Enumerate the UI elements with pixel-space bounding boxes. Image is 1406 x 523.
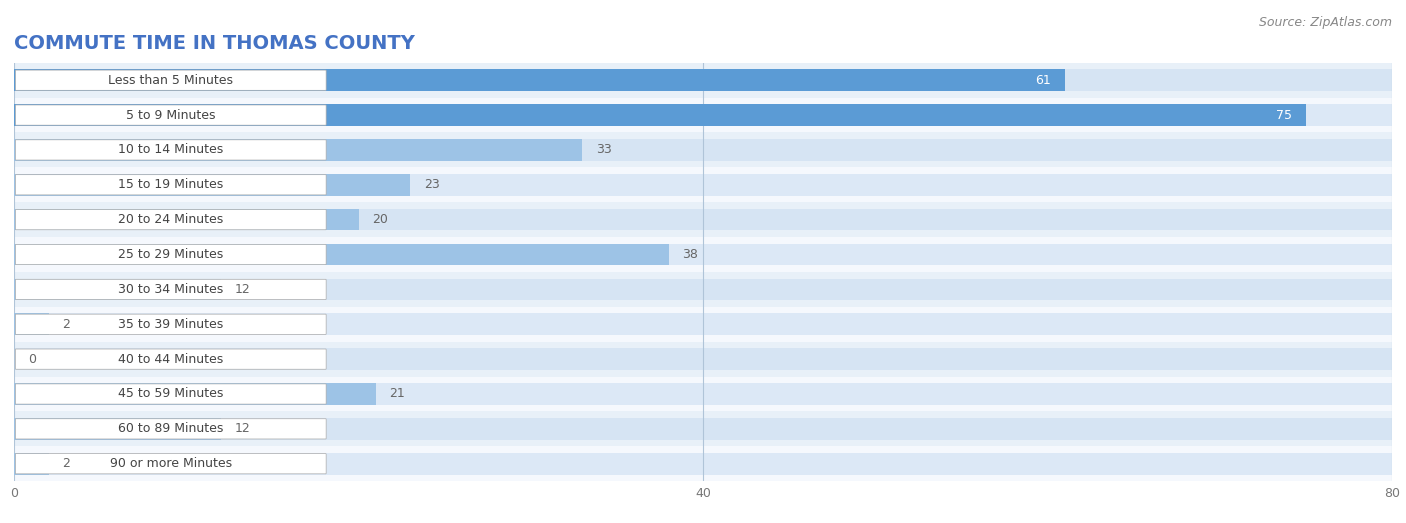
FancyBboxPatch shape xyxy=(15,244,326,265)
Text: 60 to 89 Minutes: 60 to 89 Minutes xyxy=(118,423,224,435)
Text: 33: 33 xyxy=(596,143,612,156)
Text: 40 to 44 Minutes: 40 to 44 Minutes xyxy=(118,353,224,366)
Bar xyxy=(14,453,48,474)
Text: 23: 23 xyxy=(425,178,440,191)
Bar xyxy=(14,453,1392,474)
Bar xyxy=(14,174,1392,196)
Text: 5 to 9 Minutes: 5 to 9 Minutes xyxy=(127,109,215,121)
Bar xyxy=(14,342,1392,377)
Bar xyxy=(14,446,1392,481)
Bar xyxy=(14,244,1392,265)
Text: 61: 61 xyxy=(1035,74,1050,87)
Text: COMMUTE TIME IN THOMAS COUNTY: COMMUTE TIME IN THOMAS COUNTY xyxy=(14,34,415,53)
FancyBboxPatch shape xyxy=(15,349,326,369)
Bar xyxy=(14,70,1064,91)
FancyBboxPatch shape xyxy=(15,453,326,474)
FancyBboxPatch shape xyxy=(15,105,326,125)
Text: 75: 75 xyxy=(1277,109,1292,121)
Text: Less than 5 Minutes: Less than 5 Minutes xyxy=(108,74,233,87)
Bar xyxy=(14,244,669,265)
Text: 2: 2 xyxy=(62,318,70,331)
Bar xyxy=(14,104,1392,126)
Text: 90 or more Minutes: 90 or more Minutes xyxy=(110,457,232,470)
FancyBboxPatch shape xyxy=(15,70,326,90)
Text: 35 to 39 Minutes: 35 to 39 Minutes xyxy=(118,318,224,331)
Bar xyxy=(14,70,1392,91)
FancyBboxPatch shape xyxy=(15,279,326,300)
Text: 30 to 34 Minutes: 30 to 34 Minutes xyxy=(118,283,224,296)
FancyBboxPatch shape xyxy=(15,175,326,195)
Bar xyxy=(14,209,1392,231)
FancyBboxPatch shape xyxy=(15,314,326,334)
Bar xyxy=(14,139,582,161)
Bar xyxy=(14,412,1392,446)
FancyBboxPatch shape xyxy=(15,140,326,160)
Text: 10 to 14 Minutes: 10 to 14 Minutes xyxy=(118,143,224,156)
Bar xyxy=(14,377,1392,412)
Text: 12: 12 xyxy=(235,283,250,296)
Text: 15 to 19 Minutes: 15 to 19 Minutes xyxy=(118,178,224,191)
Text: 21: 21 xyxy=(389,388,405,401)
Bar xyxy=(14,348,1392,370)
Bar xyxy=(14,272,1392,307)
Bar xyxy=(14,313,48,335)
Bar xyxy=(14,383,375,405)
Text: 38: 38 xyxy=(682,248,699,261)
Text: 0: 0 xyxy=(28,353,35,366)
Bar xyxy=(14,307,1392,342)
FancyBboxPatch shape xyxy=(15,210,326,230)
Bar xyxy=(14,279,221,300)
Bar xyxy=(14,174,411,196)
Bar xyxy=(14,104,1306,126)
FancyBboxPatch shape xyxy=(15,384,326,404)
Bar xyxy=(14,202,1392,237)
Text: 20 to 24 Minutes: 20 to 24 Minutes xyxy=(118,213,224,226)
Bar xyxy=(14,167,1392,202)
Bar xyxy=(14,313,1392,335)
Bar xyxy=(14,418,221,440)
Text: 20: 20 xyxy=(373,213,388,226)
Bar xyxy=(14,279,1392,300)
Text: 25 to 29 Minutes: 25 to 29 Minutes xyxy=(118,248,224,261)
FancyBboxPatch shape xyxy=(15,419,326,439)
Bar xyxy=(14,383,1392,405)
Bar xyxy=(14,132,1392,167)
Text: 45 to 59 Minutes: 45 to 59 Minutes xyxy=(118,388,224,401)
Bar xyxy=(14,139,1392,161)
Bar xyxy=(14,418,1392,440)
Text: 12: 12 xyxy=(235,423,250,435)
Bar xyxy=(14,237,1392,272)
Text: Source: ZipAtlas.com: Source: ZipAtlas.com xyxy=(1258,16,1392,29)
Bar xyxy=(14,63,1392,98)
Bar xyxy=(14,209,359,231)
Text: 2: 2 xyxy=(62,457,70,470)
Bar xyxy=(14,98,1392,132)
